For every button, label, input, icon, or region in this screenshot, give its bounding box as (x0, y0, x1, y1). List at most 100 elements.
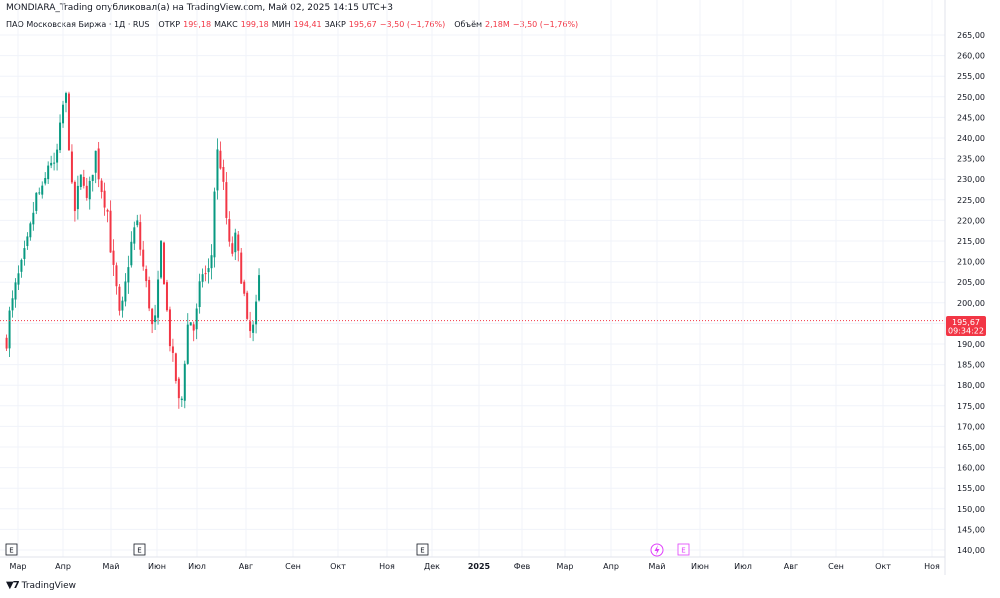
candle (165, 279, 168, 312)
candle (151, 307, 154, 334)
candle (201, 268, 204, 288)
candle-body (29, 223, 32, 238)
candle (82, 169, 85, 189)
price-tick-label: 210,00 (957, 258, 985, 267)
last-price-countdown: 09:34:22 (948, 327, 984, 336)
candle (243, 279, 246, 297)
candle (62, 100, 65, 128)
candle (100, 178, 103, 199)
candle-body (157, 279, 160, 318)
candle (67, 91, 70, 152)
time-tick-label: Мар (10, 562, 27, 571)
candle (97, 141, 100, 188)
candle (91, 174, 94, 192)
high-label: МАКС (214, 20, 238, 29)
earnings-event-marker[interactable]: E (5, 543, 18, 556)
symbol-name[interactable]: ПАО Московская Биржа · 1Д · RUS (6, 20, 150, 29)
candle (139, 214, 142, 256)
candle (127, 255, 130, 294)
earnings-event-marker[interactable]: E (133, 543, 146, 556)
last-price-value: 195,67 (952, 318, 980, 327)
time-tick-label: Сен (828, 562, 844, 571)
price-tick-label: 160,00 (957, 464, 985, 473)
price-axis[interactable]: 265,00 260,00 255,00 250,00 245,00 240,00 235,… (957, 31, 985, 555)
candle (41, 181, 44, 199)
time-tick-label: Окт (875, 562, 891, 571)
candle-body (73, 181, 76, 212)
candle (163, 241, 166, 285)
candle (258, 268, 261, 302)
low-value: 194,41 (293, 20, 322, 29)
close-label: ЗАКР (324, 20, 346, 29)
candle (14, 278, 17, 308)
candle-body (47, 165, 50, 180)
candle (94, 150, 97, 184)
earnings-marker-label: E (681, 547, 685, 555)
candle (56, 143, 59, 171)
candle (59, 114, 62, 154)
candle (124, 273, 127, 307)
candle-body (121, 300, 124, 311)
close-value: 195,67 (348, 20, 377, 29)
candle-body (204, 273, 207, 275)
candle (130, 231, 133, 268)
candle (109, 200, 112, 253)
candle-body (189, 322, 192, 326)
candle (231, 236, 234, 257)
price-tick-label: 215,00 (957, 237, 985, 246)
candle-body (70, 151, 73, 183)
candle-body (154, 315, 157, 323)
candle-body (231, 243, 234, 254)
candle-body (94, 150, 97, 173)
candle-body (109, 210, 112, 253)
candle-body (258, 275, 261, 301)
candle-body (177, 378, 180, 399)
lightning-event-icon[interactable] (650, 543, 664, 557)
earnings-event-marker[interactable]: E (416, 543, 429, 556)
candle-body (139, 222, 142, 250)
candle-body (97, 148, 100, 180)
time-tick-label: Июн (148, 562, 166, 571)
candle (160, 240, 163, 280)
candle-body (53, 162, 56, 164)
candle (207, 258, 210, 284)
candle (133, 221, 136, 251)
price-tick-label: 185,00 (957, 361, 985, 370)
price-tick-label: 235,00 (957, 155, 985, 164)
publisher-header: MONDIARA_Trading опубликовал(а) на Tradi… (6, 3, 393, 13)
price-tick-label: 260,00 (957, 52, 985, 61)
candle-body (133, 227, 136, 244)
candle (246, 290, 249, 321)
candle (8, 306, 11, 358)
earnings-marker-box (133, 543, 146, 556)
candle (216, 138, 219, 200)
time-tick-label: Ноя (924, 562, 940, 571)
candle-body (160, 240, 163, 278)
time-tick-label: Июл (188, 562, 206, 571)
candle (213, 187, 216, 268)
time-axis[interactable]: Мар Апр Май Июн Июл Авг Сен Окт Ноя Дек 2025 Фев Мар… (10, 562, 940, 571)
candle-body (243, 281, 246, 294)
candle (157, 270, 160, 325)
candle-body (8, 310, 11, 349)
candle-body (127, 267, 130, 283)
candle-body (142, 249, 145, 267)
earnings-event-marker[interactable]: E (677, 543, 690, 556)
footer-branding[interactable]: ▼7 TradingView (6, 580, 76, 591)
volume-value: 2,18M (485, 20, 510, 29)
last-price-tag: 195,67 09:34:22 (946, 316, 986, 336)
candle-body (79, 174, 82, 188)
candle (234, 228, 237, 261)
candle (222, 159, 225, 191)
candle-body (183, 363, 186, 401)
candle (204, 265, 207, 282)
earnings-marker-label: E (9, 547, 13, 555)
price-tick-label: 165,00 (957, 443, 985, 452)
candle-body (103, 190, 106, 208)
candle-body (237, 234, 240, 251)
candle-body (148, 279, 151, 309)
candle-body (5, 337, 8, 349)
candle (145, 265, 148, 288)
candle (73, 180, 76, 222)
